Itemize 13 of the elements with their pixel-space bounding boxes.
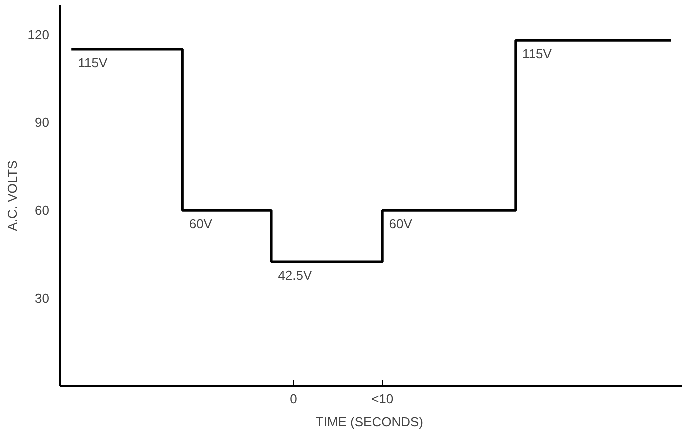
- y-tick-label: 60: [35, 203, 50, 218]
- y-tick-label: 30: [35, 291, 50, 306]
- y-tick-label: 90: [35, 115, 50, 130]
- annotation: 60V: [389, 216, 413, 232]
- y-tick-label: 120: [28, 27, 50, 42]
- annotation: 115V: [522, 46, 552, 62]
- annotation: 42.5V: [278, 268, 312, 283]
- x-tick-label: <10: [372, 392, 394, 406]
- x-tick-label: 0: [290, 392, 298, 406]
- annotation: 115V: [78, 55, 108, 70]
- annotation: 60V: [189, 216, 213, 232]
- y-axis-title: A.C. VOLTS: [4, 160, 20, 232]
- x-axis-title: TIME (SECONDS): [316, 414, 424, 430]
